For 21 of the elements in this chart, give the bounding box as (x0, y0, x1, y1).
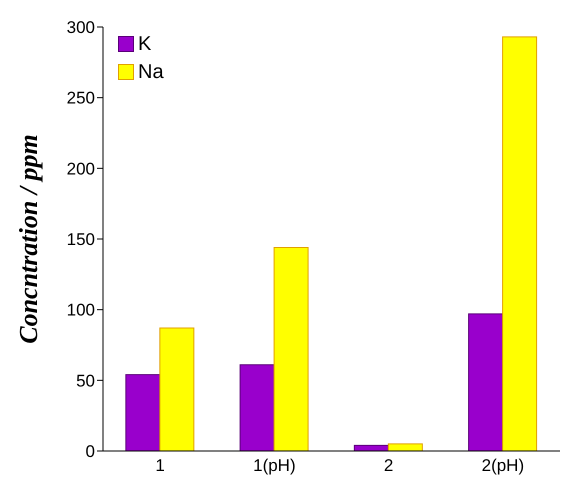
y-tick-label: 100 (66, 300, 95, 320)
x-tick-label: 2 (384, 456, 394, 476)
bar (502, 36, 538, 451)
y-tick-label: 300 (66, 18, 95, 38)
legend-label: Na (138, 60, 164, 85)
y-tick-label: 50 (76, 371, 95, 390)
x-tick-label: 1(pH) (253, 456, 296, 476)
bar (240, 364, 275, 451)
bar (274, 246, 309, 451)
bar (388, 443, 423, 451)
y-tick-label: 200 (66, 159, 95, 178)
y-tick-label: 250 (66, 88, 95, 108)
x-tick-label: 1 (155, 456, 165, 476)
y-tick-label: 150 (66, 230, 95, 250)
bar (468, 313, 504, 451)
bar (159, 328, 194, 451)
y-axis-title: Concntration / ppm (14, 134, 44, 344)
legend-label: K (138, 32, 152, 57)
y-tick-label: 0 (86, 442, 95, 462)
bar (125, 374, 160, 451)
x-tick-label: 2(pH) (482, 456, 524, 476)
